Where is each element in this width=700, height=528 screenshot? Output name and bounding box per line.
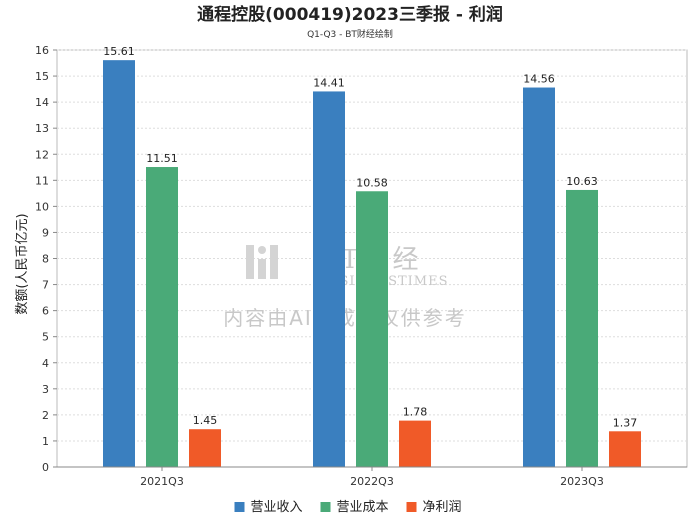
legend-swatch <box>406 502 417 512</box>
y-tick-label: 5 <box>42 331 49 344</box>
y-tick-label: 7 <box>42 279 49 292</box>
y-tick-label: 11 <box>35 174 49 187</box>
y-tick-label: 4 <box>42 357 49 370</box>
bars: 15.61 11.51 1.45 14.41 10.58 1.78 14.56 10.63 1.… <box>103 45 641 468</box>
y-tick-label: 10 <box>35 200 49 213</box>
chart-title: 通程控股(000419)2023三季报 - 利润 <box>197 4 503 25</box>
data-label: 1.45 <box>193 414 218 427</box>
watermark-logo-icon <box>246 245 278 279</box>
bar <box>609 431 641 467</box>
bar <box>356 191 388 468</box>
y-tick-label: 13 <box>35 122 49 135</box>
y-tick-label: 12 <box>35 148 49 161</box>
bar <box>399 420 431 467</box>
legend-swatch <box>320 502 331 512</box>
legend: 营业收入 营业成本 净利润 <box>234 500 462 515</box>
chart-subtitle: Q1-Q3 - BT财经绘制 <box>307 28 393 40</box>
x-tick-label: 2021Q3 <box>140 475 184 488</box>
legend-label: 营业收入 <box>251 500 303 515</box>
data-label: 10.63 <box>566 175 598 188</box>
bar <box>566 189 598 467</box>
bar <box>189 429 221 467</box>
bar <box>146 167 178 467</box>
y-tick-label: 9 <box>42 226 49 239</box>
data-label: 15.61 <box>103 45 135 58</box>
data-label: 1.37 <box>613 416 638 429</box>
y-axis-label: 数额(人民币亿元) <box>15 213 30 314</box>
x-tick-label: 2023Q3 <box>560 475 604 488</box>
y-tick-label: 0 <box>42 461 49 474</box>
y-tick-label: 6 <box>42 305 49 318</box>
y-tick-label: 8 <box>42 253 49 266</box>
y-tick-label: 2 <box>42 409 49 422</box>
bar <box>103 60 135 468</box>
data-label: 14.41 <box>313 76 345 89</box>
bar <box>313 91 345 467</box>
y-tick-label: 14 <box>35 96 49 109</box>
legend-item: 净利润 <box>406 500 462 515</box>
x-tick-label: 2022Q3 <box>350 475 394 488</box>
legend-label: 营业成本 <box>337 500 389 515</box>
data-label: 11.51 <box>146 152 178 165</box>
data-label: 10.58 <box>356 176 388 189</box>
data-label: 1.78 <box>403 406 428 419</box>
y-tick-label: 15 <box>35 70 49 83</box>
legend-label: 净利润 <box>423 500 462 515</box>
y-tick-label: 1 <box>42 435 49 448</box>
legend-item: 营业成本 <box>320 500 389 515</box>
legend-swatch <box>234 502 245 512</box>
legend-item: 营业收入 <box>234 500 303 515</box>
y-tick-label: 16 <box>35 44 49 57</box>
bar <box>523 87 555 467</box>
data-label: 14.56 <box>523 73 555 86</box>
y-tick-label: 3 <box>42 383 49 396</box>
